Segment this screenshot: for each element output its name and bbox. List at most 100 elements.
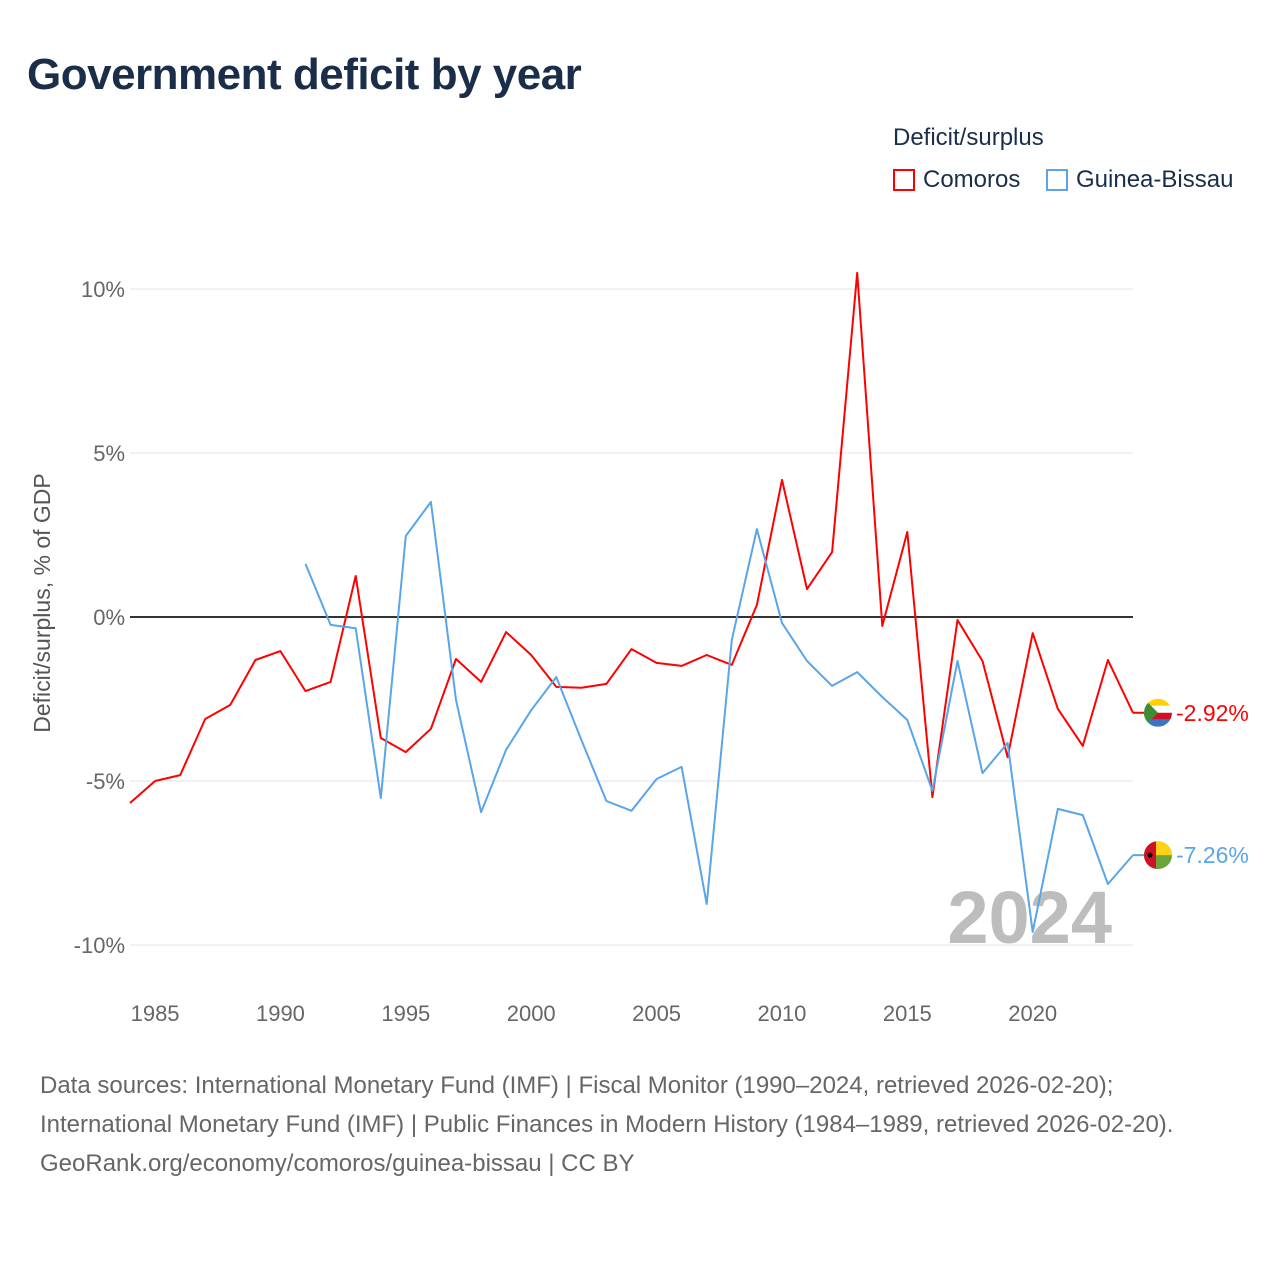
- data-point: [153, 779, 157, 783]
- data-point: [705, 653, 709, 657]
- y-tick-label: -10%: [74, 933, 125, 958]
- data-point: [1056, 707, 1060, 711]
- data-point: [329, 680, 333, 684]
- y-tick-label: 10%: [81, 277, 125, 302]
- data-point: [604, 799, 608, 803]
- flag-icon-comoros: [1144, 698, 1172, 727]
- line-chart: 10% 5% 0% -5% -10% 1985 1990 1995 2000 2005 2010 20…: [29, 271, 1249, 1026]
- flag-stripe: [1144, 719, 1172, 727]
- data-point: [680, 664, 684, 668]
- data-point: [830, 550, 834, 554]
- end-value-label: -7.26%: [1176, 842, 1249, 868]
- x-tick-label: 2005: [632, 1001, 681, 1026]
- x-tick-label: 2000: [507, 1001, 556, 1026]
- legend-label: Comoros: [923, 166, 1021, 193]
- data-point: [454, 698, 458, 702]
- data-point: [905, 530, 909, 534]
- data-point: [128, 801, 132, 805]
- data-point: [304, 562, 308, 566]
- data-point: [855, 670, 859, 674]
- data-point: [329, 623, 333, 627]
- data-point: [930, 795, 934, 799]
- data-point: [429, 727, 433, 731]
- data-point: [529, 653, 533, 657]
- data-point: [981, 771, 985, 775]
- data-point: [203, 717, 207, 721]
- data-point: [780, 621, 784, 625]
- legend-item-comoros[interactable]: Comoros: [893, 166, 1020, 194]
- data-point: [1031, 631, 1035, 635]
- data-point: [579, 738, 583, 742]
- y-tick-label: 0%: [93, 605, 125, 630]
- footer: Data sources: International Monetary Fun…: [40, 1066, 1240, 1183]
- data-point: [354, 574, 358, 578]
- data-point: [504, 748, 508, 752]
- data-point: [178, 773, 182, 777]
- data-point: [930, 789, 934, 793]
- data-point: [1081, 744, 1085, 748]
- data-point: [604, 682, 608, 686]
- x-tick-label: 1995: [381, 1001, 430, 1026]
- data-point: [680, 765, 684, 769]
- data-point: [805, 659, 809, 663]
- data-point: [655, 661, 659, 665]
- x-tick-label: 1990: [256, 1001, 305, 1026]
- chart-title: Government deficit by year: [27, 50, 582, 99]
- legend-item-guinea-bissau[interactable]: Guinea-Bissau: [1046, 166, 1233, 194]
- data-point: [805, 587, 809, 591]
- data-point: [705, 902, 709, 906]
- data-point: [529, 708, 533, 712]
- data-point: [655, 777, 659, 781]
- data-point: [579, 686, 583, 690]
- data-point: [404, 534, 408, 538]
- y-tick-label: 5%: [93, 441, 125, 466]
- end-value-label: -2.92%: [1176, 700, 1249, 726]
- data-point: [755, 603, 759, 607]
- data-point: [630, 809, 634, 813]
- data-point: [880, 695, 884, 699]
- legend-title: Deficit/surplus: [893, 124, 1044, 151]
- credit-link[interactable]: GeoRank.org/economy/comoros/guinea-bissa…: [40, 1150, 635, 1177]
- data-point: [479, 810, 483, 814]
- x-tick-label: 2020: [1008, 1001, 1057, 1026]
- data-point: [1106, 882, 1110, 886]
- data-point: [454, 657, 458, 661]
- y-tick-label: -5%: [86, 769, 125, 794]
- data-point: [278, 649, 282, 653]
- x-tick-label: 2010: [757, 1001, 806, 1026]
- x-tick-label: 1985: [131, 1001, 180, 1026]
- data-point: [1056, 807, 1060, 811]
- data-point: [379, 736, 383, 740]
- flag-stripe: [1144, 698, 1172, 706]
- flag-stripes: [1144, 841, 1172, 870]
- flag-stripes: [1144, 698, 1172, 727]
- data-point: [830, 684, 834, 688]
- data-point: [354, 626, 358, 630]
- data-point: [504, 630, 508, 634]
- y-axis-label: Deficit/surplus, % of GDP: [29, 473, 55, 732]
- flag-triangle: [1144, 698, 1158, 727]
- data-point: [379, 796, 383, 800]
- data-point: [554, 685, 558, 689]
- data-point: [630, 647, 634, 651]
- data-point: [955, 618, 959, 622]
- data-point: [429, 500, 433, 504]
- data-point: [479, 680, 483, 684]
- series-line-comoros: [129, 271, 1134, 804]
- data-sources: Data sources: International Monetary Fun…: [40, 1072, 1174, 1138]
- flag-icon-guinea-bissau: [1144, 841, 1172, 870]
- legend-swatch-comoros: [893, 169, 915, 191]
- legend-swatch-guinea-bissau: [1046, 169, 1068, 191]
- flag-star: [1147, 852, 1153, 858]
- data-point: [1081, 813, 1085, 817]
- legend-label: Guinea-Bissau: [1076, 166, 1234, 193]
- data-point: [905, 718, 909, 722]
- data-point: [880, 624, 884, 628]
- data-point: [780, 478, 784, 482]
- year-watermark: 2024: [947, 876, 1112, 959]
- x-tick-label: 2015: [883, 1001, 932, 1026]
- data-point: [253, 658, 257, 662]
- data-point: [981, 659, 985, 663]
- flag-stripe: [1144, 705, 1172, 713]
- data-point: [1031, 930, 1035, 934]
